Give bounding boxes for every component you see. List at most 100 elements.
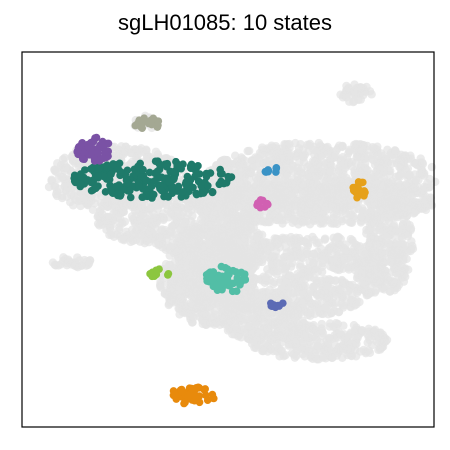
background-cell-point bbox=[128, 214, 137, 224]
background-cell-point bbox=[356, 347, 365, 356]
background-cell-point bbox=[370, 328, 379, 337]
background-cell-point bbox=[274, 324, 283, 333]
background-cell-point bbox=[197, 258, 206, 267]
background-cell-point bbox=[366, 207, 375, 217]
background-cell-point bbox=[399, 210, 409, 219]
background-cell-point bbox=[313, 341, 323, 351]
background-cell-point bbox=[281, 234, 291, 243]
background-cell-point bbox=[361, 249, 371, 259]
background-cell-point bbox=[278, 333, 287, 342]
background-cell-point bbox=[160, 225, 170, 235]
background-cell-point bbox=[349, 238, 358, 248]
background-cell-point bbox=[186, 236, 196, 245]
background-cell-point bbox=[388, 198, 397, 207]
background-cell-point bbox=[254, 327, 264, 337]
background-cell-point bbox=[377, 249, 386, 259]
background-cell-point bbox=[311, 213, 320, 222]
background-cell-point bbox=[363, 330, 372, 339]
background-cell-point bbox=[319, 255, 329, 265]
background-cell-point bbox=[294, 144, 304, 153]
background-cell-point bbox=[295, 293, 305, 302]
background-cell-point bbox=[129, 229, 138, 239]
background-cell-point bbox=[141, 202, 150, 211]
background-cell-point bbox=[254, 154, 264, 163]
background-cell-point bbox=[359, 154, 369, 164]
background-cell-point bbox=[332, 265, 341, 274]
background-cell-point bbox=[339, 344, 348, 353]
background-cell-point bbox=[266, 241, 275, 251]
background-cell-point bbox=[269, 192, 279, 202]
background-cell-point bbox=[102, 197, 112, 207]
background-cell-point bbox=[290, 278, 300, 288]
background-cell-point bbox=[279, 162, 288, 171]
background-cell-point bbox=[316, 141, 325, 150]
background-cell-point bbox=[342, 203, 351, 212]
background-cell-point bbox=[164, 241, 173, 251]
background-cell-point bbox=[370, 198, 379, 208]
background-cell-point bbox=[273, 258, 282, 267]
background-cell-point bbox=[381, 257, 390, 267]
background-cell-point bbox=[213, 202, 222, 211]
background-cell-point bbox=[309, 282, 318, 292]
background-cell-point bbox=[305, 257, 314, 267]
background-cell-point bbox=[210, 243, 219, 252]
background-cell-point bbox=[67, 260, 76, 269]
background-cell-point bbox=[217, 237, 227, 247]
background-cell-point bbox=[331, 319, 341, 328]
background-cell-point bbox=[298, 152, 307, 161]
background-cell-point bbox=[297, 278, 306, 287]
background-cell-point bbox=[346, 298, 356, 307]
background-cell-point bbox=[275, 238, 284, 248]
background-cell-point bbox=[339, 301, 348, 310]
background-cell-point bbox=[368, 340, 377, 350]
background-cell-point bbox=[314, 158, 323, 168]
background-cell-point bbox=[384, 247, 394, 256]
background-cell-point bbox=[288, 215, 298, 224]
background-cell-point bbox=[360, 280, 370, 289]
background-cell-point bbox=[328, 241, 337, 251]
background-cell-point bbox=[173, 277, 183, 286]
background-cell-point bbox=[259, 346, 268, 356]
background-cell-point bbox=[296, 322, 306, 331]
background-cell-point bbox=[341, 240, 350, 249]
background-cell-point bbox=[174, 246, 183, 256]
background-cell-point bbox=[318, 195, 327, 205]
background-cell-point bbox=[375, 336, 384, 346]
background-cell-point bbox=[333, 259, 342, 268]
background-cell-point bbox=[216, 225, 225, 234]
background-cell-point bbox=[249, 337, 259, 346]
background-cell-point bbox=[174, 233, 183, 242]
background-cell-point bbox=[121, 148, 130, 157]
background-cell-point bbox=[303, 170, 312, 180]
background-cell-point bbox=[190, 197, 200, 206]
background-cell-point bbox=[345, 145, 354, 155]
background-cell-point bbox=[323, 339, 333, 348]
background-cell-point bbox=[283, 288, 292, 297]
background-cell-point bbox=[289, 174, 299, 184]
background-cell-point bbox=[230, 187, 239, 196]
background-cell-point bbox=[279, 154, 288, 163]
background-cell-point bbox=[172, 199, 181, 208]
background-cell-point bbox=[387, 159, 397, 168]
background-cell-point bbox=[292, 339, 301, 348]
background-cell-point bbox=[289, 235, 298, 244]
background-cell-point bbox=[263, 323, 272, 333]
background-cell-point bbox=[352, 339, 361, 349]
background-cell-point bbox=[110, 202, 119, 211]
background-cell-point bbox=[258, 188, 267, 197]
background-cell-point bbox=[243, 169, 252, 178]
background-cell-point bbox=[240, 156, 250, 165]
background-cell-point bbox=[289, 350, 298, 359]
background-cell-point bbox=[251, 162, 261, 171]
background-cell-point bbox=[193, 290, 202, 299]
background-cell-point bbox=[372, 178, 381, 188]
background-cell-point bbox=[251, 180, 261, 189]
background-cell-point bbox=[156, 283, 165, 292]
background-cell-point bbox=[295, 262, 305, 272]
background-cell-point bbox=[375, 165, 385, 174]
background-cell-point bbox=[210, 209, 219, 219]
background-cell-point bbox=[244, 297, 254, 307]
background-cell-point bbox=[272, 269, 281, 279]
background-cell-point bbox=[193, 277, 202, 287]
background-cell-point bbox=[317, 167, 327, 176]
